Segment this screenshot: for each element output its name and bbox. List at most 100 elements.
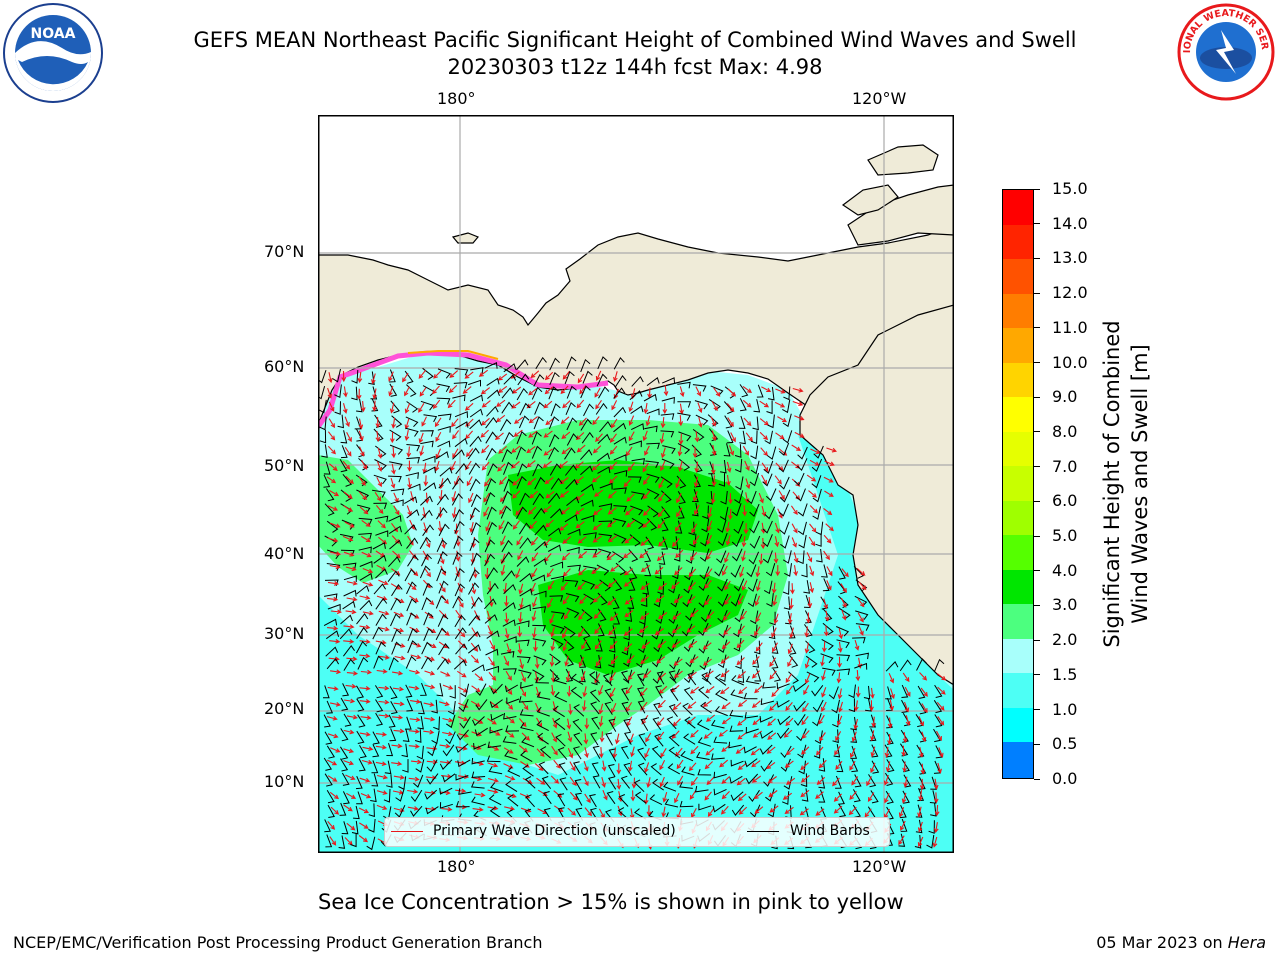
wave-direction-arrow bbox=[512, 490, 521, 499]
wave-direction-arrow bbox=[736, 657, 745, 666]
wave-direction-arrow bbox=[815, 746, 824, 756]
wave-direction-arrow bbox=[710, 492, 716, 505]
wave-direction-arrow bbox=[711, 444, 717, 456]
wind-barb bbox=[501, 387, 514, 399]
wind-barb bbox=[668, 746, 681, 759]
wave-direction-arrow bbox=[506, 643, 512, 654]
wind-barb bbox=[374, 459, 387, 471]
wind-barb bbox=[390, 613, 401, 627]
wave-direction-arrow bbox=[568, 703, 573, 716]
wind-barb bbox=[766, 593, 774, 607]
wave-direction-arrow bbox=[785, 747, 795, 756]
wind-barb bbox=[471, 757, 485, 765]
wind-barb bbox=[452, 477, 464, 490]
wave-direction-arrow bbox=[601, 760, 607, 772]
wind-barb bbox=[728, 741, 742, 749]
wind-barb bbox=[739, 398, 747, 412]
wave-direction-arrow bbox=[471, 685, 481, 693]
wind-barb bbox=[515, 639, 530, 647]
wind-barb bbox=[414, 729, 422, 743]
map-panel: Primary Wave Direction (unscaled) Wind B… bbox=[318, 115, 954, 853]
wind-barb bbox=[340, 614, 353, 625]
wave-direction-arrow bbox=[407, 477, 412, 489]
wave-direction-arrow bbox=[675, 477, 681, 489]
wind-barb bbox=[836, 639, 850, 649]
wind-barb bbox=[701, 672, 712, 685]
wave-direction-arrow bbox=[774, 522, 780, 534]
wind-barb bbox=[549, 463, 562, 476]
wave-direction-arrow bbox=[328, 401, 335, 412]
wind-barb bbox=[720, 490, 728, 505]
wave-direction-arrow bbox=[330, 806, 340, 815]
wave-direction-arrow bbox=[890, 688, 895, 700]
wave-direction-arrow bbox=[377, 520, 386, 529]
wave-direction-arrow bbox=[818, 714, 825, 725]
wave-direction-arrow bbox=[517, 626, 523, 638]
wave-direction-arrow bbox=[800, 774, 810, 783]
wave-direction-arrow bbox=[743, 417, 752, 427]
wave-direction-arrow bbox=[609, 433, 617, 443]
wave-direction-arrow bbox=[728, 445, 735, 456]
wave-direction-arrow bbox=[642, 490, 651, 500]
wind-barb bbox=[468, 568, 480, 582]
wind-barb bbox=[750, 624, 758, 639]
wave-direction-arrow bbox=[837, 641, 843, 653]
wave-direction-arrow bbox=[474, 673, 484, 681]
wind-barb bbox=[934, 684, 943, 698]
wind-barb bbox=[621, 641, 630, 656]
wave-direction-arrow bbox=[426, 759, 438, 765]
wave-direction-arrow bbox=[439, 478, 444, 490]
wave-direction-arrow bbox=[562, 370, 571, 380]
wave-direction-arrow bbox=[579, 385, 587, 395]
wave-direction-arrow bbox=[344, 416, 350, 428]
wave-direction-arrow bbox=[532, 597, 538, 608]
wave-direction-arrow bbox=[794, 415, 805, 421]
wind-barb bbox=[668, 670, 677, 684]
wave-direction-arrow bbox=[921, 703, 928, 714]
lat-tick-20n: 20°N bbox=[264, 699, 305, 718]
wave-direction-arrow bbox=[644, 747, 650, 759]
wave-direction-arrow bbox=[676, 507, 683, 518]
wind-barb bbox=[729, 725, 744, 732]
wind-barb bbox=[516, 656, 531, 664]
wave-direction-arrow bbox=[345, 683, 357, 689]
wind-barb bbox=[575, 807, 584, 821]
wave-direction-arrow bbox=[328, 463, 338, 471]
wind-barb bbox=[850, 716, 857, 731]
wind-barb bbox=[549, 357, 560, 371]
wave-direction-arrow bbox=[562, 536, 572, 544]
wave-direction-arrow bbox=[421, 416, 427, 427]
wave-direction-arrow bbox=[834, 745, 841, 756]
wind-barb bbox=[420, 440, 434, 448]
wind-barb bbox=[644, 563, 652, 577]
wind-barb bbox=[343, 644, 356, 657]
wave-direction-arrow bbox=[487, 718, 497, 725]
wind-barb bbox=[372, 744, 380, 758]
wave-direction-arrow bbox=[552, 717, 558, 729]
wave-direction-arrow bbox=[409, 717, 421, 723]
wind-barb bbox=[915, 819, 923, 834]
wave-direction-arrow bbox=[821, 687, 827, 698]
wind-barb bbox=[653, 639, 664, 653]
wave-direction-arrow bbox=[783, 729, 793, 738]
wind-barb bbox=[716, 550, 727, 564]
wave-direction-arrow bbox=[671, 640, 681, 648]
wind-barb bbox=[419, 565, 431, 579]
wind-barb bbox=[798, 534, 807, 549]
noaa-logo: NOAA bbox=[2, 2, 104, 104]
wind-barb bbox=[689, 533, 697, 548]
wave-direction-arrow bbox=[441, 806, 453, 812]
wind-barb bbox=[594, 654, 602, 669]
wave-direction-arrow bbox=[934, 805, 940, 817]
wind-barb bbox=[566, 433, 578, 446]
wave-direction-arrow bbox=[737, 762, 747, 770]
wind-barb bbox=[467, 447, 480, 460]
wind-barb bbox=[454, 567, 465, 581]
wind-barb bbox=[503, 478, 514, 492]
wave-direction-arrow bbox=[704, 761, 713, 770]
wind-barb bbox=[692, 384, 707, 392]
wind-barb bbox=[389, 429, 402, 441]
wave-direction-arrow bbox=[551, 732, 557, 743]
wave-direction-arrow bbox=[640, 656, 649, 665]
wave-direction-arrow bbox=[591, 462, 601, 471]
